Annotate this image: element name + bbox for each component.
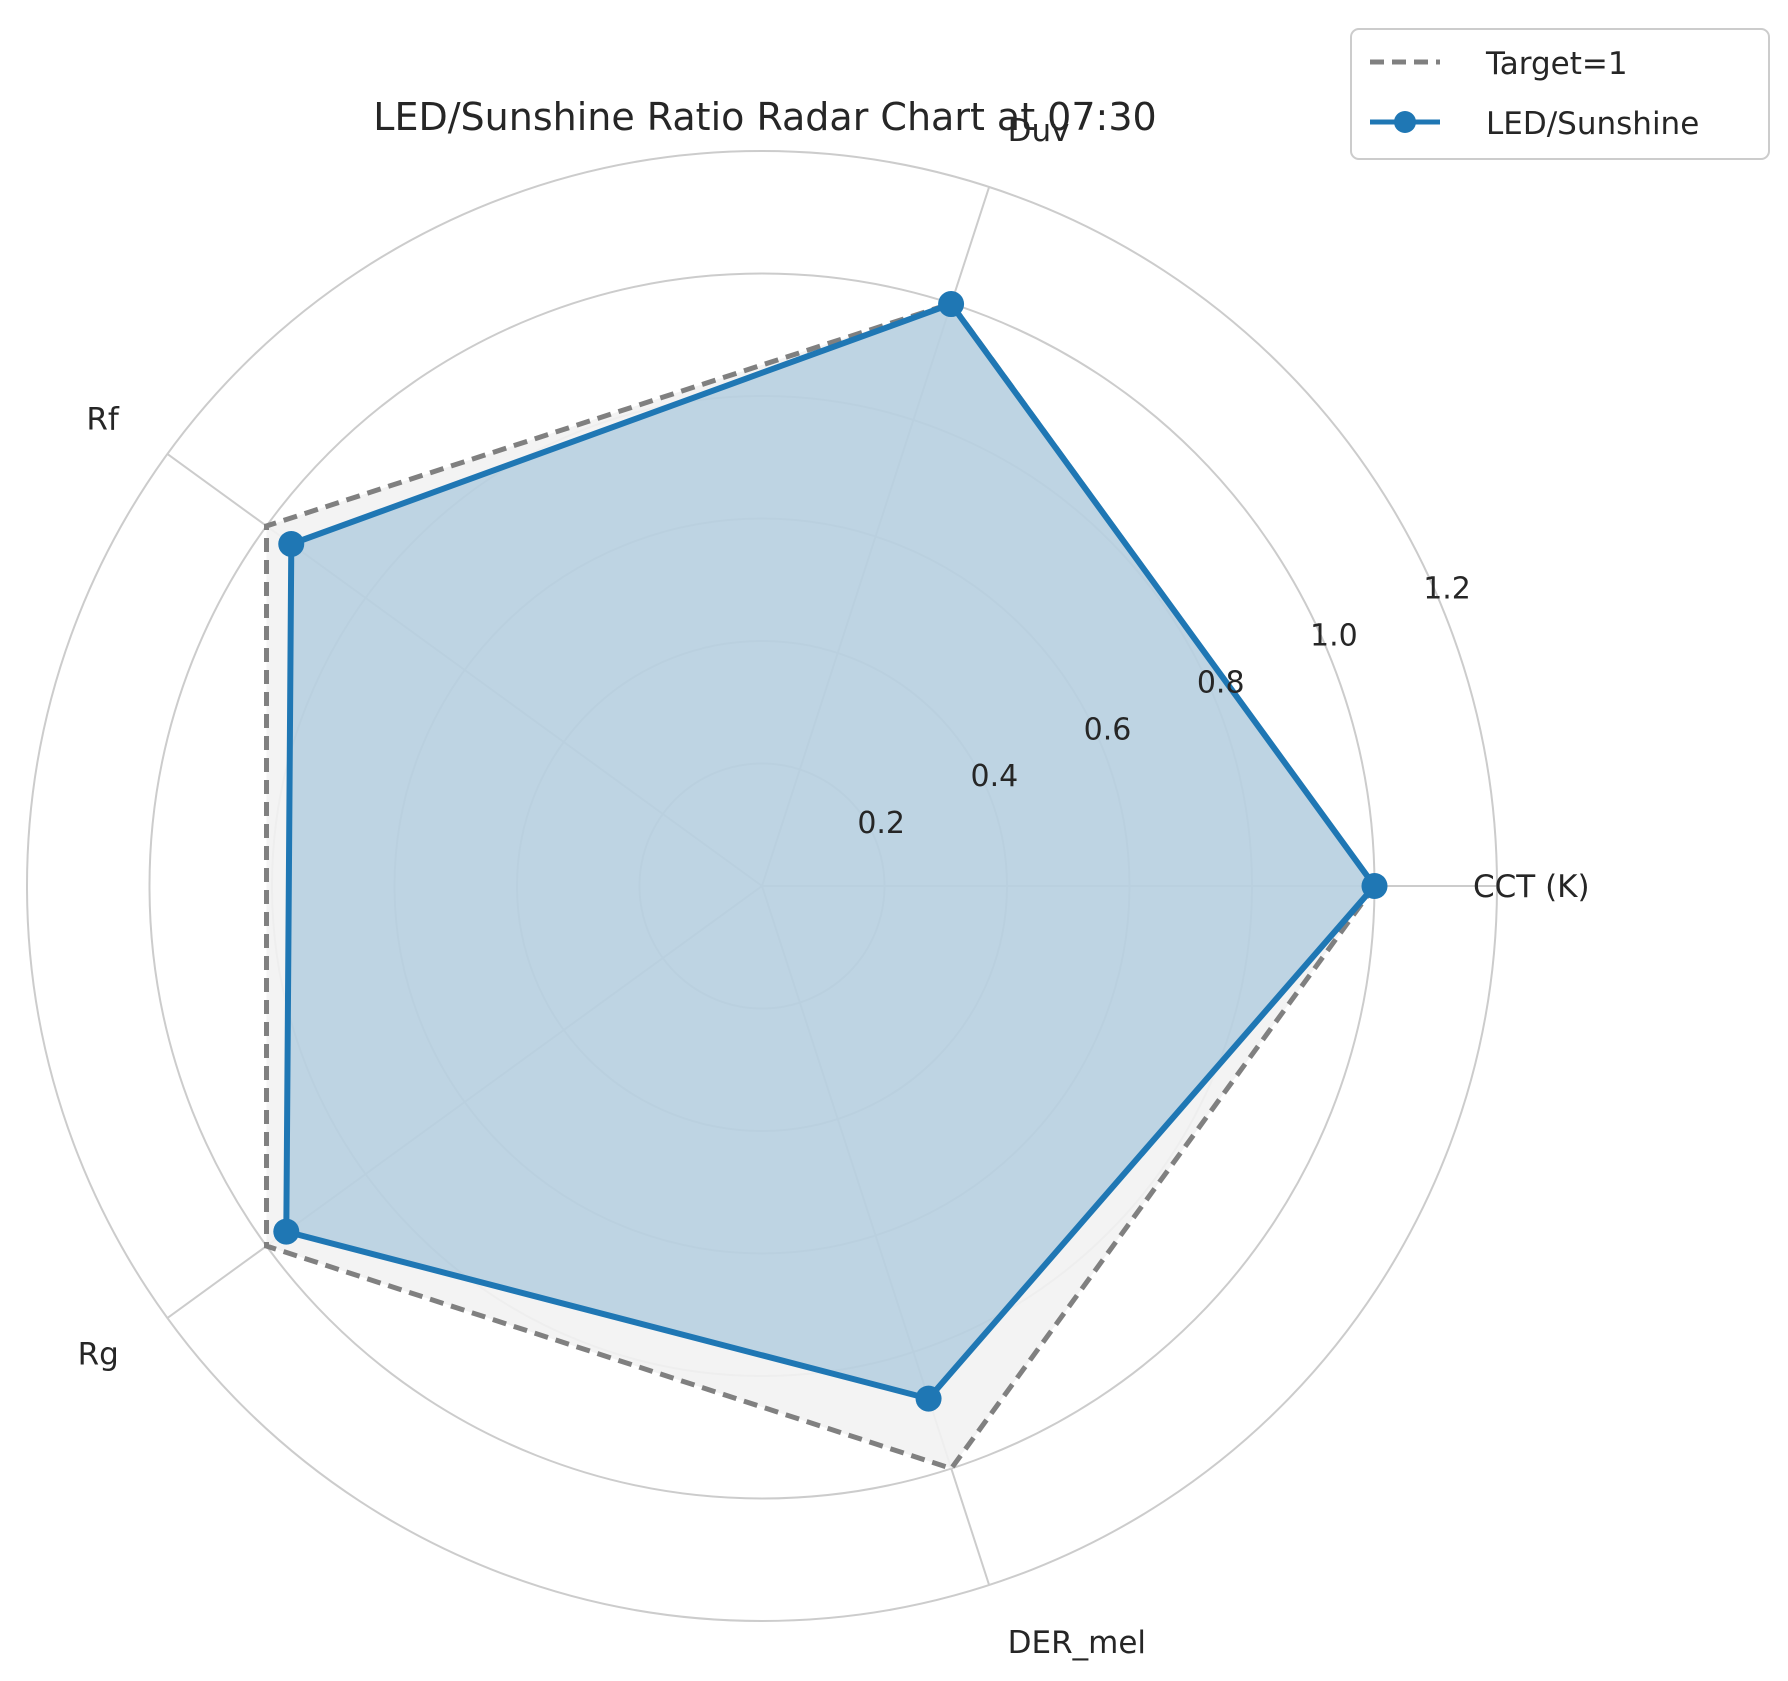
legend-target-label: Target=1 — [1485, 46, 1628, 82]
led-sunshine-point — [938, 291, 965, 318]
led-sunshine-point — [273, 1218, 300, 1245]
category-label: Rg — [78, 1336, 119, 1372]
r-tick-label: 0.2 — [857, 806, 905, 841]
led-sunshine-point — [915, 1385, 942, 1412]
chart-title: LED/Sunshine Ratio Radar Chart at 07:30 — [373, 95, 1156, 139]
series-layer — [264, 291, 1388, 1472]
target-fill — [266, 303, 1375, 1469]
legend: Target=1 LED/Sunshine — [1350, 28, 1770, 160]
r-tick-label: 0.8 — [1197, 665, 1245, 700]
r-tick-label: 0.4 — [970, 759, 1018, 794]
legend-led-label: LED/Sunshine — [1486, 106, 1699, 142]
axis-labels: 0.2 0.4 0.6 0.8 1.0 1.2 CCT (K) Duv Rf Rg DER_mel — [78, 113, 1590, 1661]
category-label: Duv — [1008, 113, 1070, 149]
category-label: Rf — [86, 402, 120, 438]
r-tick-label: 1.2 — [1423, 572, 1471, 607]
r-tick-label: 1.0 — [1310, 619, 1358, 654]
led-sunshine-point — [278, 530, 305, 557]
category-label: CCT (K) — [1473, 869, 1590, 905]
led-sunshine-line — [283, 301, 1378, 1402]
legend-frame — [1350, 28, 1770, 160]
led-sunshine-point — [1361, 873, 1388, 899]
legend-led-marker — [1394, 111, 1416, 133]
category-label: DER_mel — [1008, 1625, 1146, 1661]
led-sunshine-fill — [286, 304, 1375, 1399]
r-tick-label: 0.6 — [1084, 712, 1132, 747]
